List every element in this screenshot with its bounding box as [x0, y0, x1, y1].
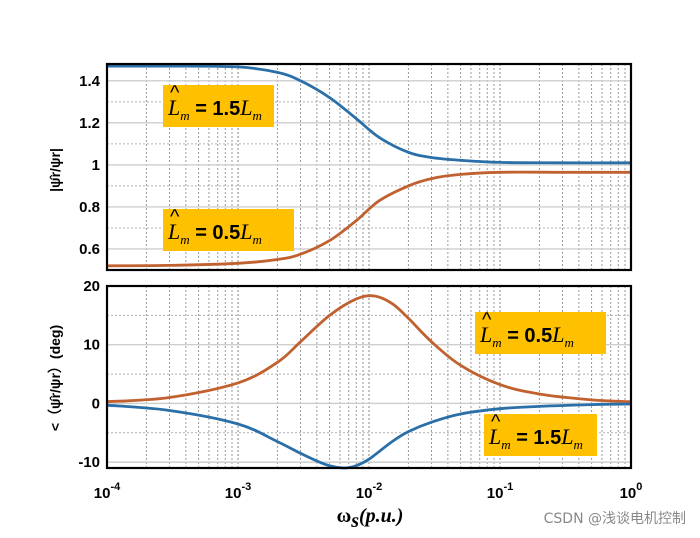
y-tick-label: 0.8 — [79, 199, 100, 216]
phase-annotation-0.5: Lm = 0.5Lm ^ — [475, 309, 606, 354]
annotation-box — [163, 85, 274, 127]
series-line — [106, 64, 632, 165]
phase-y-ticks: -10 0 10 20 — [78, 278, 100, 471]
watermark: CSDN @浅谈电机控制 — [543, 511, 686, 527]
annotation-label: Lm = 1.5Lm — [488, 424, 583, 452]
hat-mark: ^ — [482, 309, 492, 331]
phase-panel: -10 0 10 20 <（ψ̂r/ψr）(deg) 10-4 10-3 10-2 10-1… — [47, 278, 642, 532]
annotation-label: Lm = 1.5Lm — [167, 95, 262, 123]
annotation-label: Lm = 0.5Lm — [479, 322, 574, 350]
hat-mark: ^ — [170, 82, 180, 104]
annotation-label: Lm = 0.5Lm — [167, 219, 262, 247]
annotation-box — [484, 414, 597, 456]
series-line — [106, 170, 631, 268]
x-tick-label: 100 — [620, 481, 643, 502]
y-tick-label: -10 — [78, 454, 100, 471]
magnitude-y-ticks: 0.6 0.8 1 1.2 1.4 — [79, 73, 101, 258]
hat-mark: ^ — [491, 411, 501, 433]
phase-x-ticks: 10-4 10-3 10-2 10-1 100 — [94, 481, 643, 502]
hat-mark: ^ — [170, 206, 180, 228]
y-tick-label: 20 — [83, 278, 100, 295]
y-tick-label: 1.4 — [79, 73, 101, 90]
magnitude-annotation-0.5: Lm = 0.5Lm ^ — [163, 206, 294, 251]
y-tick-label: 1 — [92, 157, 100, 174]
x-tick-label: 10-1 — [487, 481, 513, 502]
phase-axes-frame — [105, 284, 633, 470]
series-line — [106, 402, 632, 470]
x-tick-label: 10-3 — [225, 481, 251, 502]
magnitude-annotation-1.5: Lm = 1.5Lm ^ — [163, 82, 274, 127]
magnitude-y-label: |ψ̂r/ψr| — [47, 148, 63, 192]
x-tick-label: 10-4 — [94, 481, 121, 502]
phase-y-label: <（ψ̂r/ψr）(deg) — [47, 325, 63, 431]
phase-annotation-1.5: Lm = 1.5Lm ^ — [484, 411, 597, 456]
annotation-box — [475, 312, 606, 354]
magnitude-series — [106, 64, 632, 268]
magnitude-panel: 0.6 0.8 1 1.2 1.4 |ψ̂r/ψr| Lm = 1.5Lm ^ Lm =… — [47, 62, 633, 272]
y-tick-label: 0 — [92, 395, 100, 412]
y-tick-label: 10 — [83, 337, 100, 354]
phase-series — [106, 294, 632, 470]
y-tick-label: 0.6 — [79, 241, 100, 258]
y-tick-label: 1.2 — [79, 115, 100, 132]
x-tick-label: 10-2 — [356, 481, 382, 502]
annotation-box — [163, 209, 294, 251]
x-axis-label: ωs(p.u.) — [337, 505, 404, 532]
magnitude-axes-frame — [105, 62, 633, 272]
series-line — [106, 294, 632, 404]
